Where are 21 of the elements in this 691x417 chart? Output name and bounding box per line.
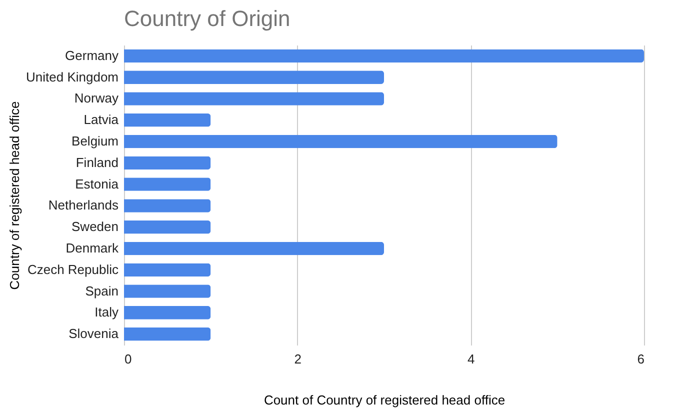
x-tick-label: 0	[124, 352, 132, 366]
y-tick-label: Sweden	[72, 219, 118, 234]
y-tick-label: Latvia	[84, 112, 120, 128]
y-tick-label: Czech Republic	[27, 262, 119, 277]
y-tick-label: Spain	[85, 283, 118, 298]
y-axis-title: Country of registered head office	[7, 101, 22, 290]
x-tick-label: 6	[637, 352, 644, 366]
y-tick-label: Germany	[65, 48, 119, 63]
y-tick-label: United Kingdom	[26, 69, 118, 84]
y-tick-label: Estonia	[75, 176, 120, 192]
y-tick-label: Finland	[76, 154, 118, 170]
y-tick-label: Belgium	[72, 134, 118, 149]
x-tick-label: 4	[468, 352, 475, 366]
y-tick-label: Italy	[94, 304, 119, 320]
y-tick-label: Norway	[74, 90, 119, 106]
y-tick-label: Denmark	[66, 240, 119, 256]
x-axis-title: Count of Country of registered head office	[264, 392, 506, 408]
chart-title: Country of Origin	[124, 6, 290, 31]
y-tick-label: Netherlands	[48, 198, 119, 213]
y-tick-label: Slovenia	[68, 326, 120, 342]
x-tick-label: 2	[294, 352, 302, 366]
